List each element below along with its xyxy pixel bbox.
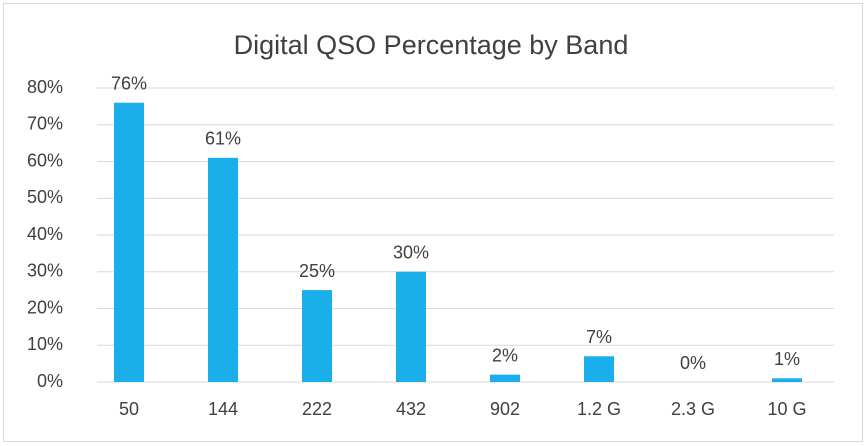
x-tick-label: 2.3 G <box>671 399 715 419</box>
value-label: 7% <box>586 327 612 347</box>
y-tick-label: 60% <box>27 150 63 170</box>
y-tick-label: 80% <box>27 77 63 97</box>
value-label: 1% <box>774 349 800 369</box>
x-tick-label: 902 <box>490 399 520 419</box>
chart-frame <box>3 3 863 442</box>
y-tick-label: 0% <box>37 371 63 391</box>
bar <box>396 271 426 382</box>
chart-title: Digital QSO Percentage by Band <box>234 30 629 60</box>
value-label: 2% <box>492 345 518 365</box>
x-tick-label: 10 G <box>767 399 806 419</box>
bar <box>302 290 332 382</box>
bar <box>114 102 144 382</box>
y-tick-label: 20% <box>27 297 63 317</box>
y-tick-label: 10% <box>27 334 63 354</box>
x-tick-label: 432 <box>396 399 426 419</box>
y-tick-label: 70% <box>27 114 63 134</box>
y-tick-label: 50% <box>27 187 63 207</box>
x-tick-label: 1.2 G <box>577 399 621 419</box>
y-tick-label: 40% <box>27 224 63 244</box>
value-label: 76% <box>111 73 147 93</box>
x-tick-label: 222 <box>302 399 332 419</box>
y-tick-label: 30% <box>27 261 63 281</box>
bar <box>772 378 802 382</box>
bar <box>490 374 520 382</box>
bar <box>584 356 614 382</box>
x-tick-label: 50 <box>119 399 139 419</box>
value-label: 0% <box>680 353 706 373</box>
value-label: 25% <box>299 261 335 281</box>
x-tick-label: 144 <box>208 399 238 419</box>
value-label: 61% <box>205 129 241 149</box>
bar <box>208 157 238 382</box>
value-label: 30% <box>393 243 429 263</box>
